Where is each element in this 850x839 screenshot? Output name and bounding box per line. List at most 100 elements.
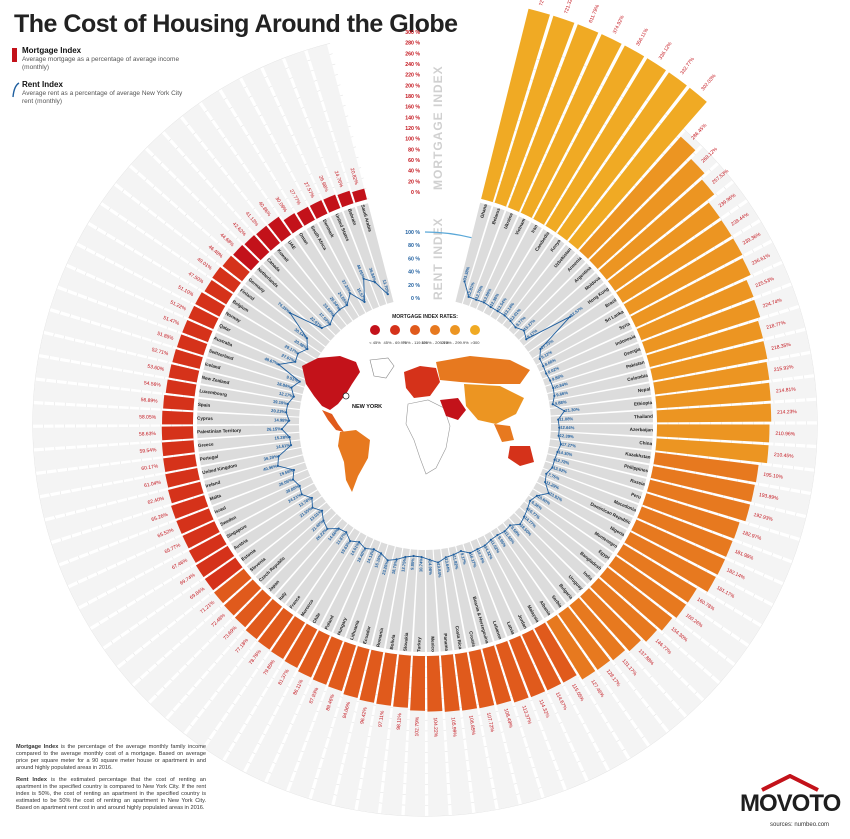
mortgage-bar [256,225,280,251]
country-label: Peru [630,492,641,500]
mortgage-bar [165,379,197,397]
mortgage-tick-label: 220 % [405,73,420,79]
rent-point [358,541,361,544]
rent-track [550,410,653,424]
rent-track [254,264,335,341]
country-label: Romania [375,627,384,647]
rent-point [542,364,545,368]
mortgage-value-label: 193.89% [758,492,779,502]
country-label: Ireland [205,480,221,489]
mortgage-bar [558,606,611,670]
footnote-rent-term: Rent Index [16,777,47,783]
country-label: Malta [209,493,222,502]
mortgage-bar [468,649,495,709]
mortgage-value-label: 336.12% [658,41,674,61]
rent-track [490,229,554,320]
rent-track [550,431,653,450]
country-label: Nepal [638,386,651,393]
country-label: Greece [198,442,214,449]
rent-point [547,492,550,495]
rent-value-label: 27.07% [281,353,296,364]
mortgage-tick-label: 180 % [405,94,420,100]
rent-track [330,211,380,310]
rent-track [536,318,633,372]
mortgage-value-label: 89.46% [325,693,336,712]
bar-track [36,454,197,496]
rent-track [540,468,639,517]
footnote-mortgage-text: is the percentage of the average monthly… [16,744,206,771]
rent-value-label: 14.74% [476,549,486,564]
mortgage-value-label: 727.47% [538,0,549,7]
country-label: Panama [443,633,450,651]
mortgage-bar [257,607,294,650]
rent-value-label: 6.36% [531,500,544,511]
bar-track [201,90,303,234]
mortgage-bar [580,588,641,652]
rent-point [482,301,486,304]
bar-track [39,334,200,383]
world-map: NEW YORK [301,300,549,548]
rent-track [496,236,565,325]
rent-point [545,372,548,375]
rent-point [305,337,309,340]
rate-swatch [450,325,460,335]
country-label: Georgia [623,346,641,357]
rent-value-label: 13.02% [553,465,568,474]
mortgage-bar [494,15,575,207]
rent-point [298,484,301,487]
mortgage-bar [284,623,318,668]
country-label: Cyprus [197,416,213,421]
bar-track [33,404,194,425]
rent-value-label: 13.70% [382,279,391,294]
legend-mortgage-title: Mortgage Index [22,46,82,55]
country-label: New Zealand [201,375,230,386]
mortgage-bar [204,557,243,591]
rent-value-label: 36.29% [263,454,278,462]
rent-point [289,444,293,447]
mortgage-bar [204,280,233,305]
rent-value-label: 9.86% [551,373,564,382]
mortgage-bar [161,440,195,457]
country-label: India [582,570,594,581]
rent-track [198,385,301,410]
rent-point [373,281,377,284]
bar-track [51,495,209,564]
country-label: Colombia [627,373,649,382]
rent-track [320,536,374,632]
mortgage-value-label: 56.89% [140,397,158,404]
rate-label: 45% - 69.9% [384,340,407,345]
rent-value-label: 9.95% [497,535,508,548]
mortgage-bar [195,545,235,578]
rent-value-label: 15.28% [274,434,289,440]
mortgage-bar [495,640,529,703]
bar-track [101,185,241,293]
brand-logo: MOVOTO [740,790,841,817]
rent-track [265,513,342,595]
mortgage-bar [521,629,562,691]
rent-track [532,306,627,365]
country-label: Mexico [430,636,436,652]
rent-point [349,292,352,295]
bar-track [67,245,219,330]
bar-track [33,380,195,411]
bar-track [79,533,227,628]
rent-track [229,296,321,360]
rate-label: 210% - 299.9% [441,340,469,345]
mortgage-bar [337,190,354,208]
country-label: Lebanon [492,620,503,640]
rent-point [296,352,300,355]
rent-track [543,461,643,504]
rent-track [222,308,317,366]
rent-track [201,447,303,479]
mortgage-tick-label: 280 % [405,41,420,47]
rent-value-label: 19.15% [273,399,288,406]
rent-point [489,305,492,309]
rent-track [545,356,647,394]
mortgage-axis-label: MORTGAGE INDEX [431,65,445,190]
rent-point [345,303,349,307]
rent-point [328,323,332,326]
mortgage-value-label: 52.71% [151,347,169,357]
country-label: Portugal [199,454,218,462]
rent-point [459,549,463,553]
country-label: Slovakia [403,632,410,651]
